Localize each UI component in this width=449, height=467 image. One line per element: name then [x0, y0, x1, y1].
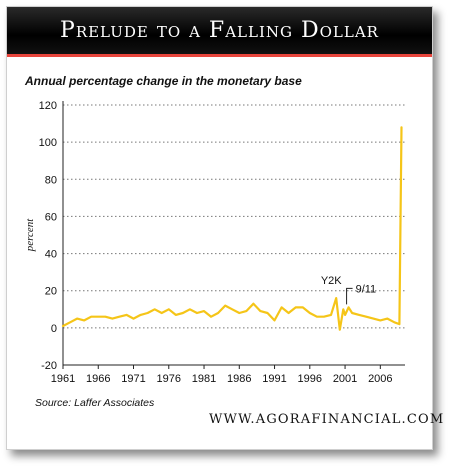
source-note: Source: Laffer Associates — [35, 397, 155, 409]
y-tick-label: 80 — [45, 174, 57, 186]
data-series-line — [61, 126, 403, 331]
website-url: WWW.AGORAFINANCIAL.COM — [209, 412, 445, 427]
annotation-y2k: Y2K — [321, 275, 342, 287]
chart-subtitle: Annual percentage change in the monetary… — [25, 74, 302, 88]
x-tick-label: 1996 — [298, 373, 322, 385]
line-chart: -20 0 20 40 60 80 100 120 1961 1966 1971 1976 1981 19… — [24, 100, 405, 385]
y-tick-label: 20 — [45, 286, 57, 298]
y-tick-label: 120 — [39, 100, 57, 112]
x-tick-label: 1961 — [51, 373, 75, 385]
x-tick-label: 1986 — [227, 373, 251, 385]
chart-title: Prelude to a Falling Dollar — [60, 18, 379, 43]
y-axis-label: percent — [24, 218, 36, 253]
x-tick-label: 2001 — [333, 373, 357, 385]
x-tick-label: 1991 — [262, 373, 286, 385]
x-tick-label: 2006 — [368, 373, 392, 385]
y-tick-label: 40 — [45, 249, 57, 261]
x-tick-label: 1971 — [121, 373, 145, 385]
chart-card: Prelude to a Falling Dollar Annual perce… — [6, 6, 443, 450]
annotation-911: 9/11 — [356, 283, 377, 295]
annotation-911-leader — [346, 287, 353, 305]
y-tick-label: 60 — [45, 211, 57, 223]
y-tick-label: 0 — [51, 323, 57, 335]
x-tick-label: 1976 — [157, 373, 181, 385]
x-tick-label: 1966 — [86, 373, 110, 385]
y-tick-label: 100 — [39, 137, 57, 149]
x-tick-label: 1981 — [192, 373, 216, 385]
y-tick-label: -20 — [41, 360, 57, 372]
title-bar: Prelude to a Falling Dollar — [7, 7, 432, 57]
